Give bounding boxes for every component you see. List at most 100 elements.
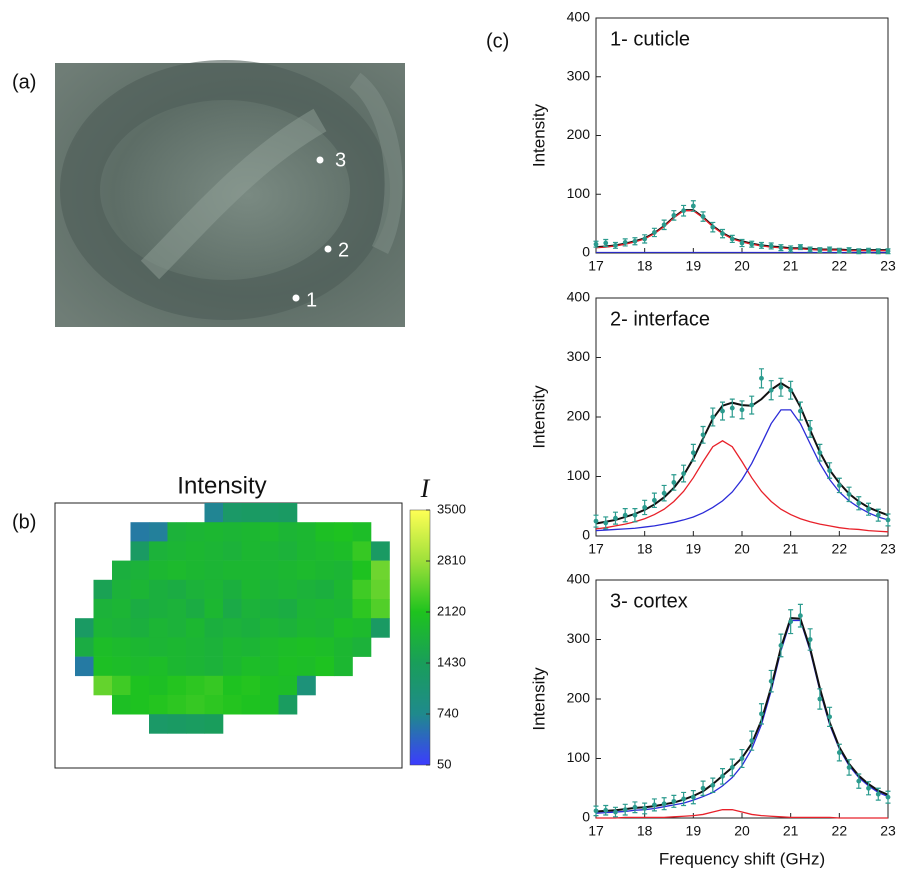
heatmap-cell xyxy=(241,579,261,600)
heatmap-cell xyxy=(149,618,168,638)
heatmap-cell xyxy=(260,579,279,600)
heatmap-cell xyxy=(204,522,224,542)
x-tick-label: 22 xyxy=(832,258,848,274)
heatmap-cell xyxy=(278,618,298,638)
heatmap-cell xyxy=(149,541,168,561)
heatmap-cell xyxy=(260,675,279,696)
heatmap-cell xyxy=(260,656,279,677)
point-label: 1 xyxy=(306,289,317,311)
line-chart: 0 100 200 300 400 17 18 19 20 21 22 23 1- cuticle Int… xyxy=(529,9,896,274)
heatmap-cell xyxy=(278,579,298,600)
data-point xyxy=(642,236,648,242)
data-point xyxy=(885,517,891,523)
heatmap-cell xyxy=(371,618,390,638)
heatmap-cell xyxy=(112,560,131,581)
data-point xyxy=(671,213,677,218)
data-point xyxy=(729,405,735,411)
heatmap-cell xyxy=(223,637,242,657)
data-point xyxy=(827,247,832,252)
heatmap-cell xyxy=(130,656,150,677)
heatmap-cell xyxy=(241,522,261,542)
heatmap-cell xyxy=(112,695,131,715)
data-point xyxy=(759,242,764,248)
heatmap-cell xyxy=(112,579,131,600)
data-point xyxy=(739,756,745,761)
heatmap-cell xyxy=(204,560,224,581)
heatmap-cell xyxy=(149,579,168,600)
heatmap-cell xyxy=(223,579,242,600)
heatmap-cell xyxy=(241,599,261,619)
y-tick-label: 400 xyxy=(567,571,591,587)
colorbar xyxy=(409,509,431,766)
data-point xyxy=(817,247,823,253)
data-point xyxy=(729,765,735,770)
heatmap-cell xyxy=(186,714,205,734)
heatmap-cell xyxy=(93,637,113,657)
heatmap-cell xyxy=(149,599,168,619)
heatmap-cell xyxy=(278,560,298,581)
data-point xyxy=(720,773,725,779)
data-point xyxy=(613,242,618,248)
data-point xyxy=(720,231,725,237)
y-tick-label: 300 xyxy=(567,67,591,83)
heatmap-cell xyxy=(204,541,224,561)
data-point xyxy=(690,203,696,209)
line-chart: 0 100 200 300 400 17 18 19 20 21 22 23 2- interface I… xyxy=(529,289,896,557)
heatmap-cell xyxy=(75,618,94,638)
data-point xyxy=(836,750,842,755)
heatmap-cell xyxy=(223,618,242,638)
data-point xyxy=(613,515,618,521)
colorbar-label: I xyxy=(420,474,431,503)
heatmap-cell xyxy=(167,522,187,542)
data-point xyxy=(729,236,735,242)
heatmap-cell xyxy=(297,560,316,581)
data-point xyxy=(632,804,638,810)
x-tick-label: 19 xyxy=(686,823,702,839)
heatmap-cell xyxy=(130,541,150,561)
data-point xyxy=(642,505,648,510)
x-tick-label: 22 xyxy=(832,823,848,839)
heatmap-cell xyxy=(334,618,353,638)
heatmap-cell xyxy=(315,618,335,638)
x-tick-label: 18 xyxy=(637,823,653,839)
data-point xyxy=(642,806,648,811)
heatmap-cell xyxy=(186,695,205,715)
data-point xyxy=(875,791,881,797)
heatmap-cell xyxy=(260,522,279,542)
heatmap-cell xyxy=(297,541,316,561)
data-point xyxy=(603,520,609,526)
data-point xyxy=(749,738,755,744)
x-tick-label: 17 xyxy=(588,258,604,274)
heatmap-cell xyxy=(260,560,279,581)
data-point xyxy=(875,248,881,254)
data-point xyxy=(768,387,774,393)
heatmap-cell xyxy=(334,599,353,619)
heatmap-cell xyxy=(278,503,298,523)
heatmap-cell xyxy=(186,618,205,638)
heatmap-cell xyxy=(186,579,205,600)
heatmap-cell xyxy=(93,618,113,638)
data-point xyxy=(788,246,794,252)
data-point xyxy=(593,241,599,247)
y-tick-label: 200 xyxy=(567,408,591,424)
data-point xyxy=(603,807,609,813)
heatmap-cell xyxy=(204,637,224,657)
heatmap-cell xyxy=(130,560,150,581)
fit-line xyxy=(595,617,889,813)
x-tick-label: 20 xyxy=(734,541,750,557)
heatmap-cell xyxy=(260,695,279,715)
heatmap-cell xyxy=(112,637,131,657)
heatmap-cell xyxy=(223,675,242,696)
heatmap-cell xyxy=(260,599,279,619)
heatmap-cell xyxy=(352,541,372,561)
plot-frame xyxy=(595,579,889,819)
heatmap-cell xyxy=(223,541,242,561)
heatmap-cell xyxy=(315,560,335,581)
y-tick-label: 100 xyxy=(567,749,591,765)
panel-label: (a) xyxy=(12,71,36,93)
x-tick-label: 17 xyxy=(588,541,604,557)
x-tick-label: 22 xyxy=(832,541,848,557)
data-point xyxy=(632,512,638,518)
y-tick-label: 0 xyxy=(582,809,590,825)
data-point xyxy=(700,214,706,219)
